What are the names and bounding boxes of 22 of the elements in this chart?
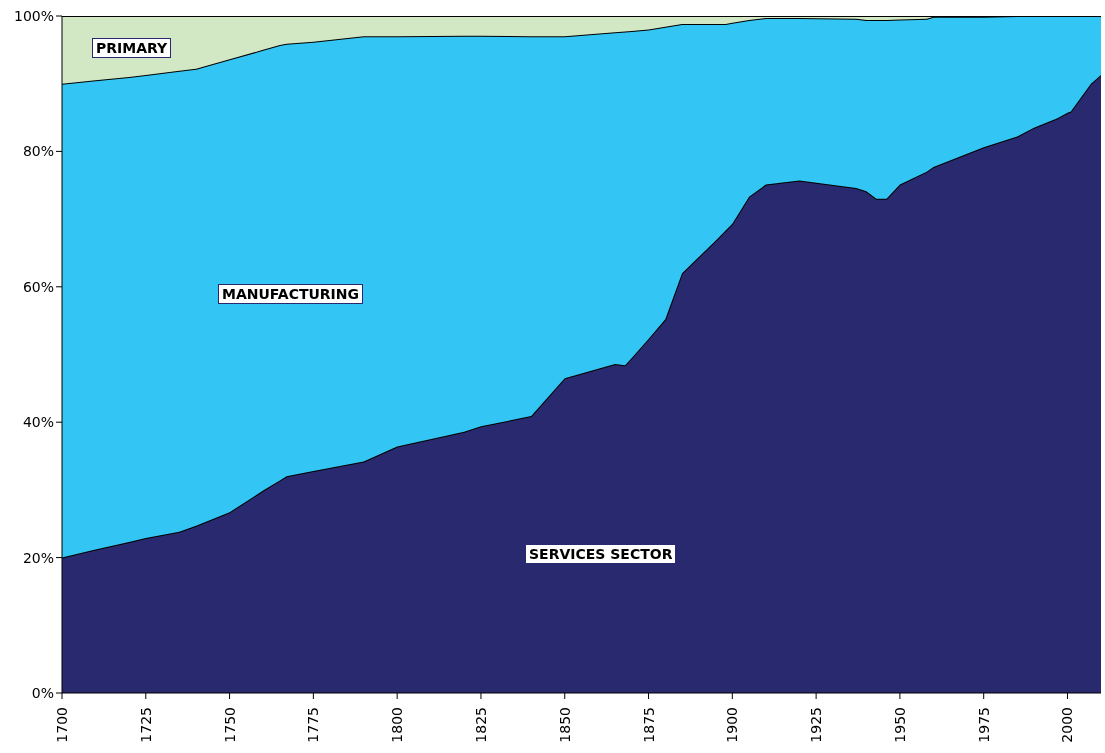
series-label: SERVICES SECTOR xyxy=(525,544,677,564)
x-tick-label: 1950 xyxy=(891,707,908,743)
x-tick-label: 1925 xyxy=(808,707,825,743)
series-label: MANUFACTURING xyxy=(218,284,364,304)
series-label: PRIMARY xyxy=(92,38,172,58)
x-tick-label: 1800 xyxy=(389,707,406,743)
x-tick-label: 1850 xyxy=(556,707,573,743)
x-tick-label: 1825 xyxy=(472,707,489,743)
y-tick-label: 40% xyxy=(22,414,54,431)
x-tick-label: 1775 xyxy=(305,707,322,743)
x-tick-label: 1700 xyxy=(54,707,70,743)
x-tick-label: 1900 xyxy=(724,707,741,743)
y-tick-label: 100% xyxy=(13,7,54,24)
x-tick-label: 1875 xyxy=(640,707,657,743)
x-tick-label: 1750 xyxy=(221,707,238,743)
y-tick-label: 20% xyxy=(22,549,54,566)
y-tick-label: 0% xyxy=(31,684,54,701)
x-tick-label: 2000 xyxy=(1059,707,1076,743)
x-tick-label: 1725 xyxy=(137,707,154,743)
y-tick-label: 60% xyxy=(22,278,54,295)
y-tick-label: 80% xyxy=(22,143,54,160)
x-tick-label: 1975 xyxy=(975,707,992,743)
